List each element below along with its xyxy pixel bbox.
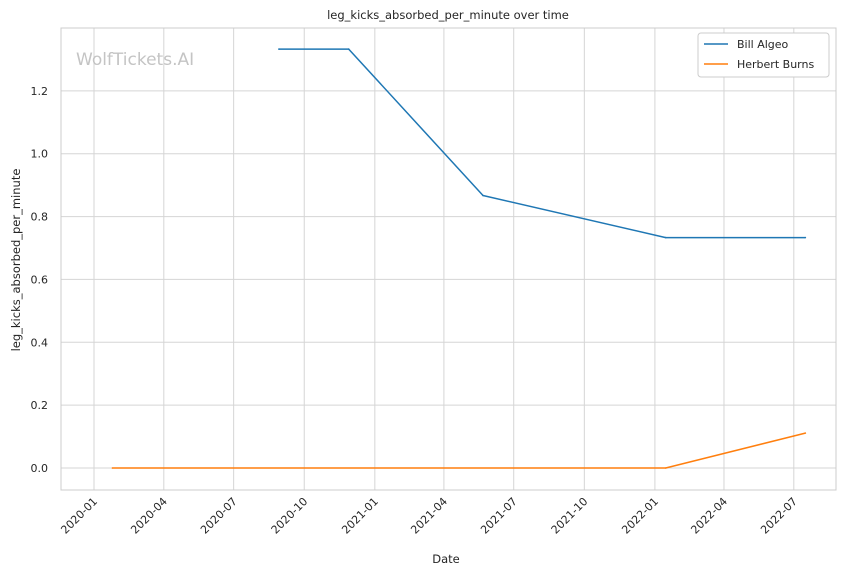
data-point-bill-algeo [804,236,807,239]
legend-label-bill-algeo: Bill Algeo [737,38,789,51]
x-tick-label: 2022-01 [619,495,661,537]
y-tick-label: 0.4 [31,336,49,349]
chart-title: leg_kicks_absorbed_per_minute over time [327,8,569,22]
legend-label-herbert-burns: Herbert Burns [737,58,814,71]
data-point-herbert-burns [804,432,807,434]
y-tick-label: 0.6 [31,273,49,286]
series-lines [111,48,807,469]
x-tick-label: 2022-07 [758,495,800,537]
data-point-bill-algeo [482,194,484,197]
y-axis-label: leg_kicks_absorbed_per_minute [9,169,23,352]
plot-background [61,28,836,490]
x-tick-label: 2021-07 [478,495,520,537]
x-axis-label: Date [432,552,460,566]
x-tick-label: 2020-10 [269,495,311,537]
legend-box [697,32,830,78]
data-point-herbert-burns [664,467,667,469]
x-tick-label: 2022-04 [688,495,730,537]
y-tick-label: 0.0 [31,462,49,475]
x-tick-label: 2021-01 [339,495,381,537]
x-tick-label: 2021-04 [408,495,450,537]
y-tick-label: 1.2 [31,85,49,98]
data-point-bill-algeo [664,236,667,239]
plot-frame [60,27,837,491]
x-tick-label: 2021-10 [549,495,591,537]
y-tick-labels: 0.0 0.2 0.4 0.6 0.8 1.0 1.2 [31,85,49,475]
x-tick-label: 2020-04 [128,495,170,537]
data-point-bill-algeo [347,48,350,50]
x-tick-label: 2020-01 [58,495,100,537]
data-point-herbert-burns [111,467,114,469]
y-tick-label: 1.0 [31,148,49,161]
y-tick-label: 0.8 [31,211,49,224]
y-tick-label: 0.2 [31,399,49,412]
x-tick-labels: 2020-01 2020-04 2020-07 2020-10 2021-01 2021-… [58,495,799,537]
data-point-bill-algeo [278,48,280,50]
watermark: WolfTickets.AI [76,50,194,70]
x-tick-label: 2020-07 [198,495,240,537]
legend: Bill Algeo Herbert Burns [697,32,830,78]
